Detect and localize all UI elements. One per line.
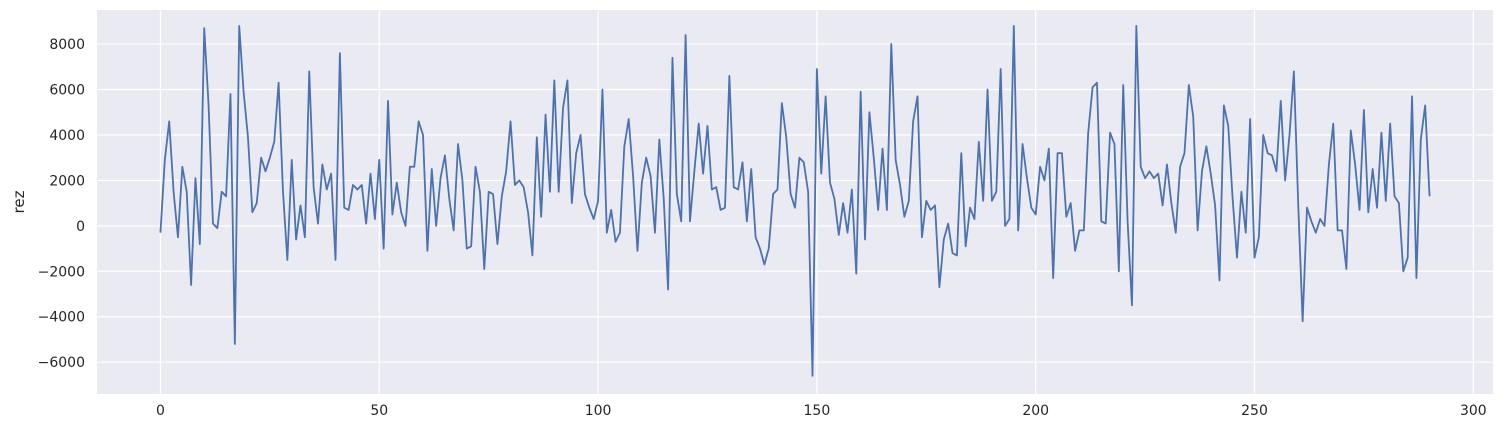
y-tick-label: −2000 — [38, 264, 85, 280]
x-tick-label: 0 — [156, 403, 165, 419]
x-tick-label: 250 — [1241, 403, 1268, 419]
y-tick-labels: −6000 −4000 −2000 0 2000 4000 6000 8000 — [38, 37, 85, 371]
x-tick-labels: 0 50 100 150 200 250 300 — [156, 403, 1487, 419]
series-line — [159, 25, 1431, 377]
y-tick-label: −4000 — [38, 310, 85, 326]
x-tick-label: 200 — [1022, 403, 1049, 419]
y-axis-label: rez — [10, 190, 28, 213]
y-tick-label: 4000 — [49, 128, 85, 144]
x-tick-label: 100 — [585, 403, 612, 419]
y-tick-label: −6000 — [38, 355, 85, 371]
series-group — [159, 25, 1431, 377]
y-tick-label: 6000 — [49, 83, 85, 99]
y-tick-label: 0 — [76, 219, 85, 235]
y-tick-label: 8000 — [49, 37, 85, 53]
x-tick-label: 300 — [1460, 403, 1487, 419]
x-tick-label: 50 — [370, 403, 388, 419]
y-tick-label: 2000 — [49, 173, 85, 189]
grid-lines — [97, 10, 1493, 394]
x-tick-label: 150 — [804, 403, 831, 419]
